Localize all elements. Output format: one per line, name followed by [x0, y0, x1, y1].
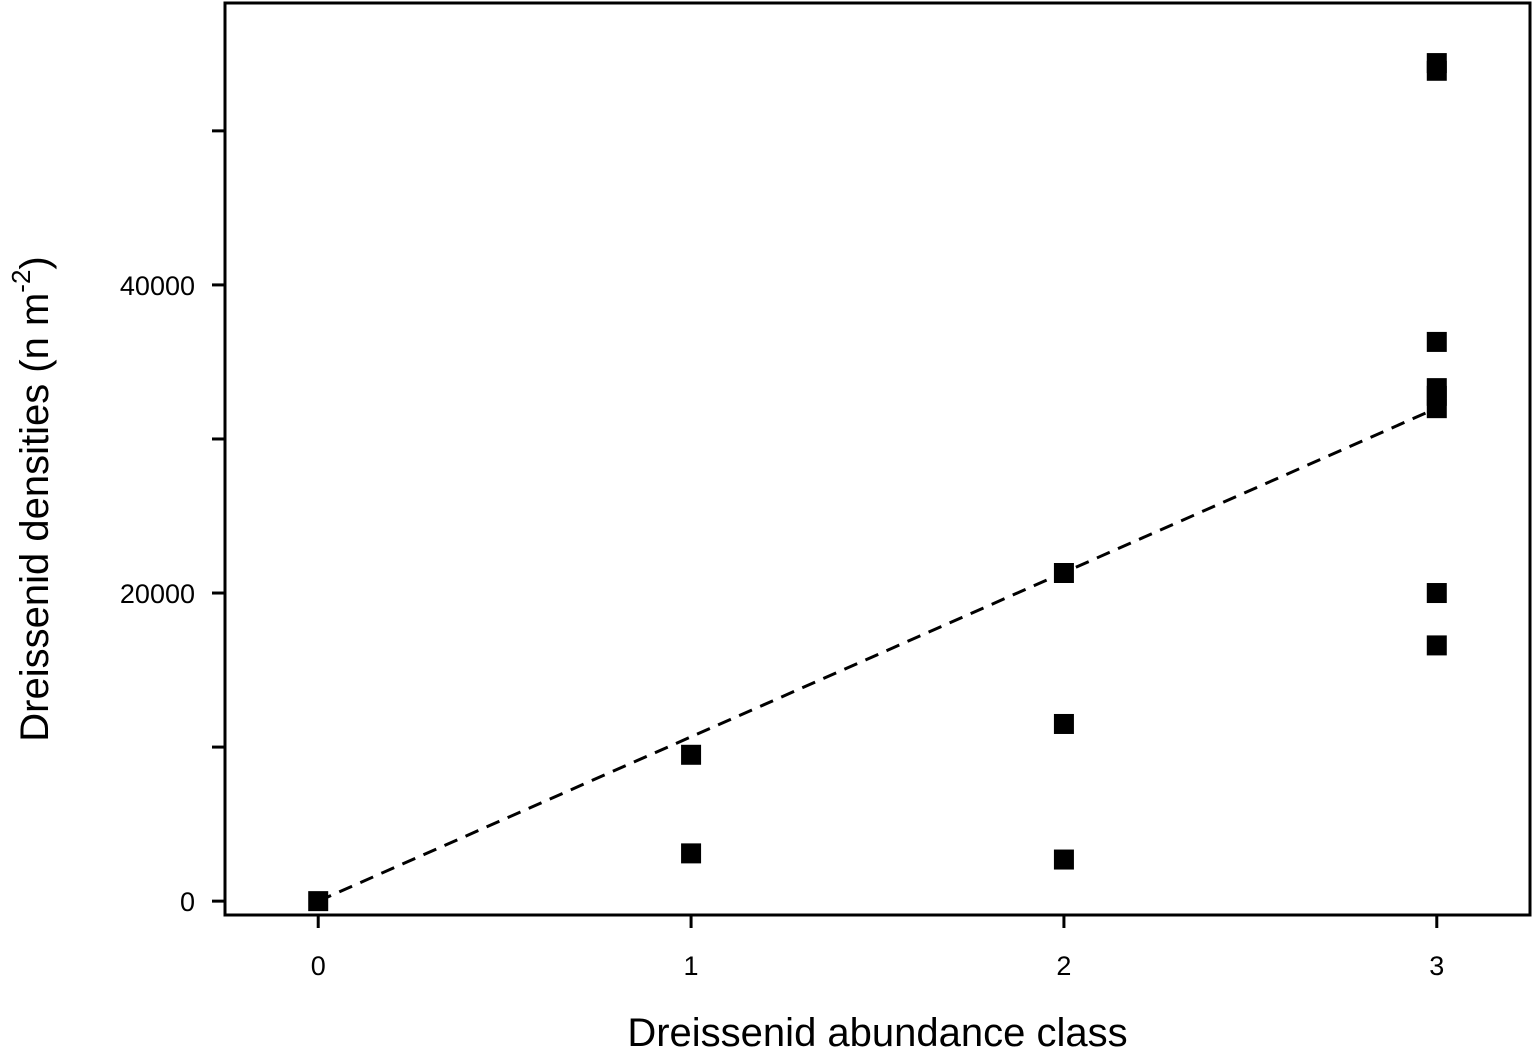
data-point — [1426, 635, 1447, 656]
y-tick-label: 40000 — [120, 271, 195, 301]
y-tick-label: 0 — [180, 887, 195, 917]
data-point — [308, 891, 329, 912]
x-tick-label: 2 — [1056, 951, 1071, 981]
data-point — [1426, 53, 1447, 74]
y-tick-label: 20000 — [120, 579, 195, 609]
y-axis-title: Dreissenid densities (n m-2) — [6, 256, 57, 742]
data-point — [1426, 583, 1447, 604]
data-point — [1426, 331, 1447, 352]
trendline — [317, 406, 1438, 903]
plot-frame — [223, 1, 1532, 917]
y-axis-title-close: ) — [13, 256, 57, 269]
data-point — [1053, 713, 1074, 734]
data-point — [1053, 563, 1074, 583]
x-tick-label: 1 — [684, 951, 699, 981]
x-axis-title: Dreissenid abundance class — [627, 1011, 1127, 1053]
points-layer — [308, 53, 1447, 912]
data-point — [1053, 849, 1074, 870]
x-tick-label: 3 — [1429, 951, 1444, 981]
data-point — [681, 744, 702, 765]
y-axis-title-text: Dreissenid densities (n m — [13, 293, 57, 742]
x-axis-ticks: 0 1 2 3 — [311, 915, 1444, 981]
trendline-layer — [317, 406, 1438, 903]
y-axis-title-superscript: -2 — [6, 270, 36, 293]
data-point — [1426, 378, 1447, 399]
x-tick-label: 0 — [311, 951, 326, 981]
y-axis-ticks: 0 20000 40000 — [120, 129, 225, 917]
data-point — [681, 843, 702, 864]
